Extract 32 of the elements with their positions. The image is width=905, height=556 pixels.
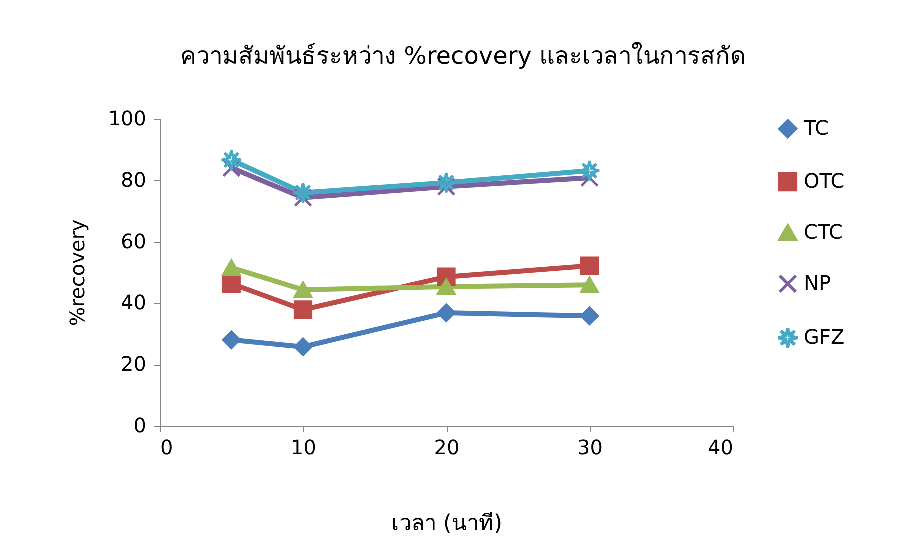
x-tick-label: 40	[708, 436, 734, 460]
y-tick-label: 80	[121, 168, 146, 192]
point	[578, 160, 601, 182]
point	[294, 282, 313, 298]
x-axis-title: เวลา (นาที)	[391, 512, 503, 536]
y-tick-label: 0	[134, 414, 146, 438]
x-tick-label: 30	[578, 436, 603, 460]
legend-label: NP	[804, 271, 832, 295]
point	[222, 260, 241, 276]
legend-label: CTC	[804, 220, 843, 244]
chart-title: ความสัมพันธ์ระหว่าง %recovery และเวลาในการสกัด	[180, 42, 747, 70]
y-tick-label: 60	[121, 229, 146, 254]
legend-label: GFZ	[804, 325, 845, 349]
legend-label: OTC	[804, 169, 845, 193]
point	[437, 304, 456, 322]
x-tick-label: 20	[434, 436, 460, 460]
point	[294, 300, 313, 320]
y-tick-label: 20	[121, 352, 146, 376]
point	[220, 149, 243, 172]
point	[580, 276, 600, 294]
x-tick-label: 10	[291, 436, 316, 460]
y-axis-title: %recovery	[65, 220, 90, 326]
point	[580, 256, 600, 276]
point	[437, 278, 456, 296]
y-tick-label: 40	[121, 290, 146, 315]
point	[222, 274, 241, 294]
legend-label: TC	[803, 116, 830, 140]
y-tick-label: 100	[108, 106, 146, 130]
point	[222, 330, 241, 350]
x-tick-label: 0	[160, 436, 174, 460]
point	[580, 306, 600, 326]
point	[294, 338, 313, 356]
